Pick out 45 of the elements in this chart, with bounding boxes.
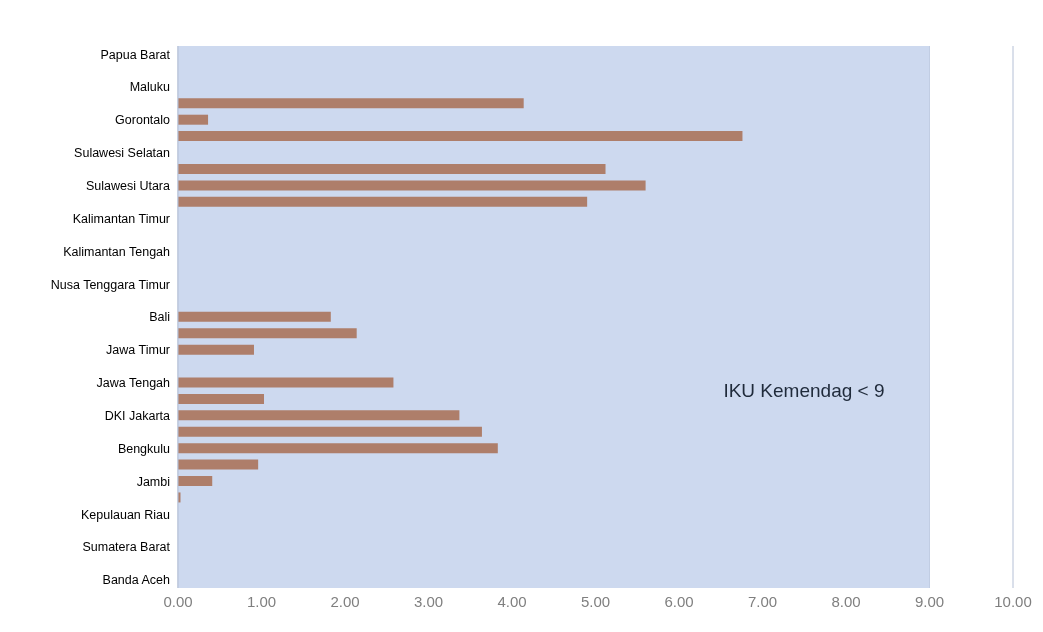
bar [178, 98, 524, 109]
y-tick-label: Bengkulu [117, 441, 171, 456]
x-tick-label: 9.00 [914, 592, 945, 610]
y-tick-label: Maluku [129, 80, 171, 95]
x-tick-label: 7.00 [747, 592, 778, 610]
y-tick-label: Papua Barat [100, 47, 171, 62]
bar [178, 377, 394, 388]
bar [178, 163, 606, 174]
y-tick-label: Jawa Tengah [96, 376, 171, 391]
y-tick-label: Sulawesi Utara [85, 179, 171, 194]
y-tick-label: Nusa Tenggara Timur [50, 277, 170, 292]
bar [178, 311, 331, 322]
y-tick-label: Kalimantan Timur [72, 211, 170, 226]
bar [178, 393, 265, 404]
y-tick-label: Sulawesi Selatan [74, 146, 171, 161]
bar [178, 344, 254, 355]
bar [178, 443, 498, 454]
x-tick-label: 3.00 [413, 592, 444, 610]
x-tick-label: 5.00 [580, 592, 611, 610]
y-tick-label: Banda Aceh [102, 573, 171, 588]
y-tick-label: Kalimantan Tengah [63, 244, 171, 259]
y-tick-label: Jambi [136, 474, 170, 489]
y-tick-label: Bali [149, 310, 170, 325]
y-tick-label: Kepulauan Riau [81, 507, 171, 522]
bar [178, 196, 588, 207]
bar [178, 476, 213, 487]
x-tick-label: 1.00 [246, 592, 277, 610]
bar [178, 131, 743, 142]
bar [178, 328, 357, 339]
y-tick-label: Sumatera Barat [82, 540, 171, 555]
x-tick-label: 4.00 [497, 592, 527, 610]
x-tick-label: 8.00 [831, 592, 861, 610]
band-label: IKU Kemendag < 9 [723, 379, 885, 401]
bar [178, 180, 646, 191]
bar [178, 459, 259, 470]
y-tick-label: DKI Jakarta [104, 408, 171, 423]
x-tick-label: 6.00 [664, 592, 694, 610]
x-tick-label: 2.00 [330, 592, 360, 610]
bar [178, 426, 482, 437]
y-tick-label: Jawa Timur [106, 343, 170, 358]
y-tick-label: Gorontalo [115, 113, 171, 128]
x-tick-label: 10.00 [994, 592, 1032, 610]
bar [178, 114, 209, 125]
bar [178, 410, 460, 421]
x-tick-label: 0.00 [163, 592, 193, 610]
